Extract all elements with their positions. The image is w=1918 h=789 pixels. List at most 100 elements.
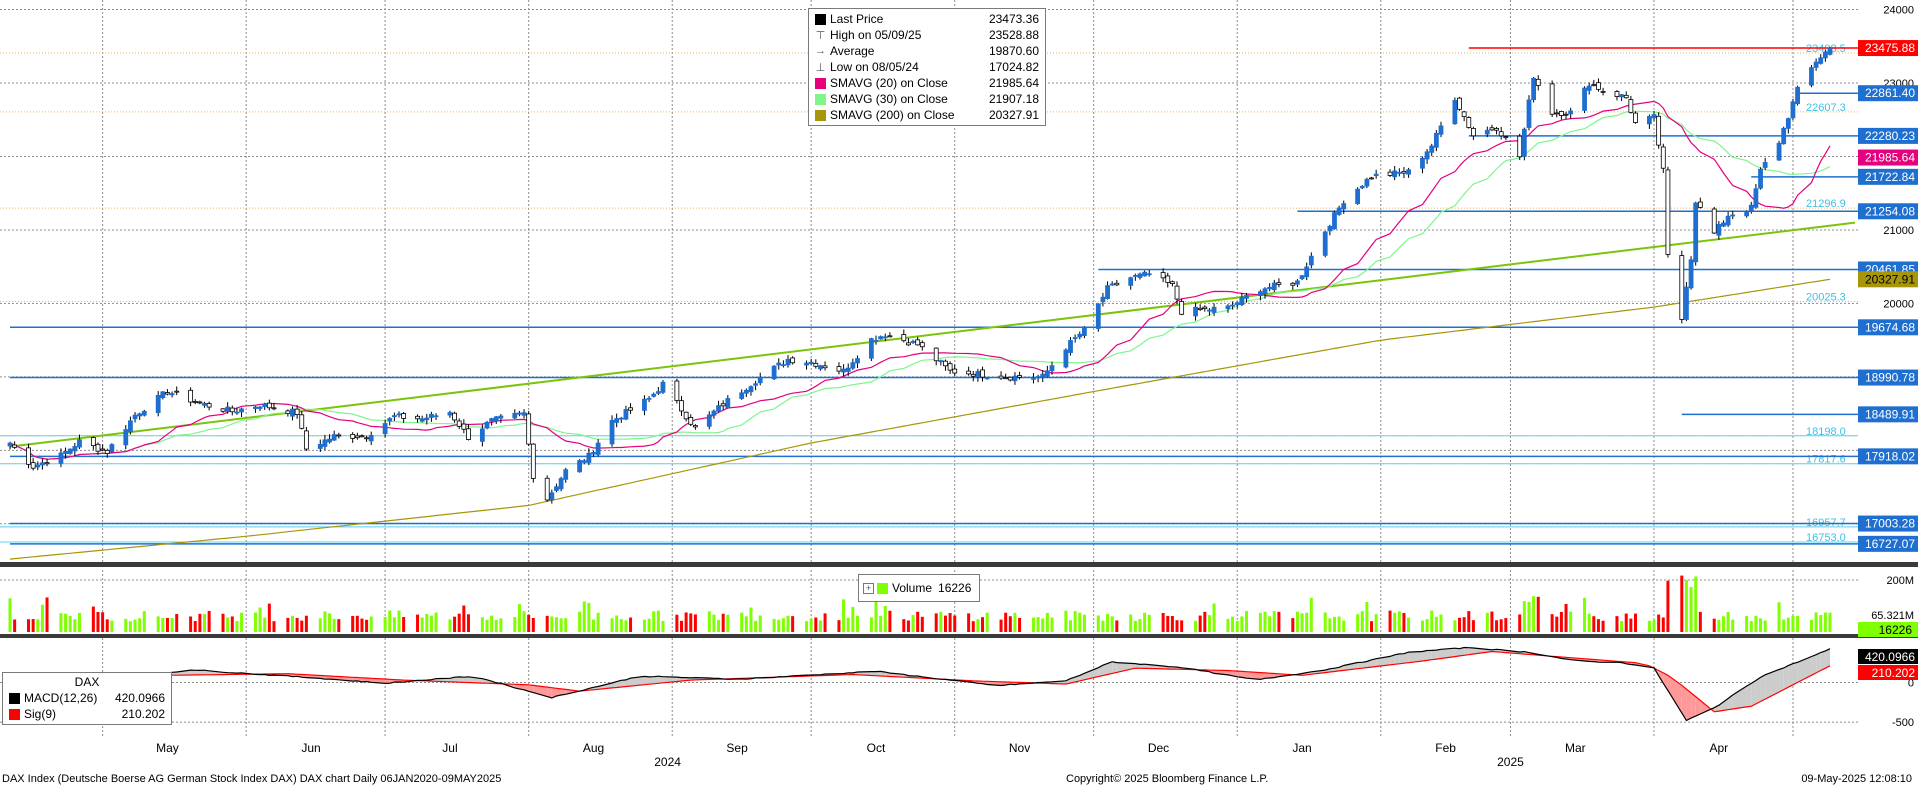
price-tick-label: 24000 — [1883, 5, 1914, 17]
volume-bar — [253, 612, 257, 632]
price-level-tag-label: 17918.02 — [1865, 449, 1915, 463]
candle-body — [757, 376, 763, 384]
candle-body — [67, 448, 73, 454]
candle-body — [716, 405, 721, 412]
candle-body — [1406, 169, 1411, 175]
volume-bar — [1393, 612, 1397, 632]
candle-body — [197, 401, 203, 404]
volume-bar — [661, 620, 665, 632]
volume-bar — [1240, 616, 1244, 632]
volume-bar — [105, 619, 109, 632]
macd-fill-segment — [1751, 680, 1756, 707]
fib-level-label: 23408.5 — [1806, 43, 1846, 55]
candle-body — [1100, 296, 1106, 303]
candle-body — [1109, 283, 1115, 286]
candle-body — [1596, 82, 1601, 90]
candle-body — [354, 435, 360, 439]
volume-bar — [781, 618, 785, 632]
candle-body — [1105, 285, 1110, 299]
candle-body — [706, 414, 712, 427]
price-level-tag-label: 21254.08 — [1865, 204, 1915, 218]
volume-bar — [934, 613, 938, 632]
candle-body — [466, 428, 471, 440]
candle-body — [415, 415, 420, 420]
volume-bar — [1101, 620, 1105, 632]
candle-body — [40, 462, 45, 466]
candle-body — [1207, 309, 1212, 312]
volume-bar — [1277, 611, 1281, 632]
candle-body — [577, 460, 583, 473]
candle-body — [359, 435, 365, 438]
candle-body — [1396, 171, 1402, 174]
legend-value: 23528.88 — [988, 28, 1039, 42]
legend-value: 19870.60 — [988, 44, 1039, 58]
candle-body — [1563, 113, 1569, 116]
fib-level-label: 22607.3 — [1806, 102, 1846, 114]
candle-body — [1197, 307, 1203, 311]
legend-label: Average — [830, 44, 875, 58]
candle-body — [1809, 67, 1814, 86]
candle-body — [1762, 162, 1768, 168]
volume-bar — [1013, 612, 1017, 632]
collapse-toggle-icon[interactable]: + — [863, 582, 874, 594]
candle-body — [521, 412, 527, 416]
legend-value: 210.202 — [121, 707, 165, 721]
panel-separator — [0, 634, 1918, 638]
macd-fill-segment — [361, 677, 367, 682]
volume-bar — [587, 602, 591, 632]
candle-body — [591, 452, 596, 455]
candle-body — [1271, 282, 1277, 291]
price-level-tag — [1858, 271, 1918, 288]
volume-bar — [1499, 619, 1503, 632]
volume-bar — [453, 616, 457, 632]
volume-bar — [1583, 597, 1587, 632]
volume-bar — [1305, 612, 1309, 632]
volume-bar — [712, 614, 716, 632]
volume-bar — [96, 612, 100, 632]
volume-bar — [295, 617, 299, 632]
candle-body — [1017, 375, 1022, 378]
volume-bar — [629, 617, 633, 632]
candle-body — [327, 438, 332, 443]
macd-fill-segment — [556, 688, 562, 697]
candle-body — [1471, 128, 1476, 137]
macd-fill-segment — [649, 676, 654, 685]
macd-fill-segment — [199, 670, 205, 675]
volume-bar — [360, 618, 364, 632]
macd-legend-row: MACD(12,26) 420.0966 — [3, 690, 171, 706]
candle-body — [1433, 132, 1439, 148]
volume-bar — [1819, 615, 1823, 632]
candle-body — [433, 415, 439, 418]
volume-bar — [1814, 612, 1818, 632]
price-legend-row: SMAVG (200) on Close 20327.91 — [809, 107, 1045, 123]
candle-body — [1160, 272, 1166, 279]
volume-bar — [235, 620, 239, 632]
volume-bar — [777, 619, 781, 632]
macd-fill-segment — [352, 677, 358, 682]
macd-fill-segment — [528, 684, 534, 693]
candle-body — [646, 397, 652, 400]
candle-body — [1211, 306, 1217, 313]
legend-label: High on 05/09/25 — [830, 28, 922, 42]
volume-bar — [263, 617, 267, 632]
month-tick-label: Aug — [583, 741, 604, 755]
volume-bar — [837, 620, 841, 632]
month-tick-label: Jan — [1292, 741, 1311, 755]
volume-bar — [1434, 616, 1438, 632]
macd-fill-segment — [1459, 647, 1465, 656]
candle-body — [1688, 259, 1694, 289]
volume-bar — [1763, 620, 1767, 632]
macd-last-tag — [1858, 649, 1918, 664]
macd-fill-segment — [561, 688, 566, 695]
volume-bar — [1624, 613, 1628, 632]
volume-legend: + Volume 16226 — [858, 574, 981, 602]
legend-value: 420.0966 — [114, 691, 165, 705]
price-level-tag — [1858, 168, 1918, 185]
legend-value: 20327.91 — [988, 108, 1039, 122]
candle-body — [530, 443, 536, 479]
macd-fill-segment — [1084, 667, 1099, 680]
volume-bar — [1397, 611, 1401, 632]
macd-fill-segment — [880, 671, 886, 677]
candle-body — [1257, 291, 1263, 296]
candle-body — [628, 407, 633, 411]
